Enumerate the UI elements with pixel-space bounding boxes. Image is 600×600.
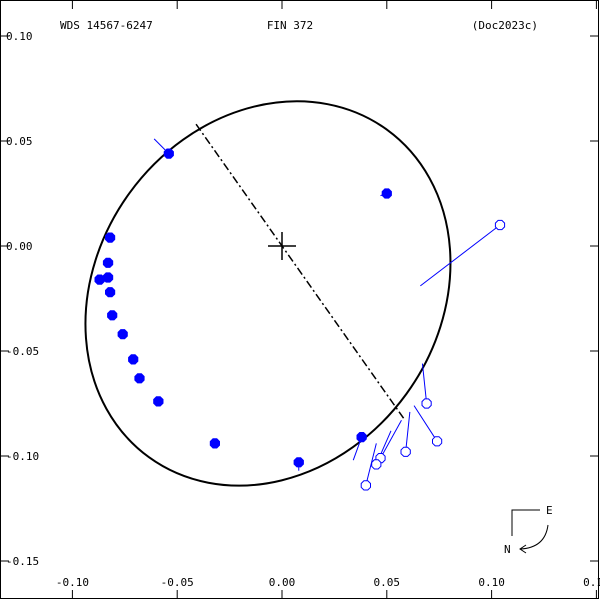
observation-filled xyxy=(128,354,139,365)
observation-filled xyxy=(102,272,114,283)
compass-arrow xyxy=(519,524,549,550)
y-tick-label: -0.15 xyxy=(6,555,39,568)
y-tick-label: 0.00 xyxy=(6,240,33,253)
residual-line xyxy=(405,411,411,452)
observation-filled xyxy=(105,287,116,298)
x-tick-label: -0.05 xyxy=(161,576,194,589)
observation-filled xyxy=(153,396,164,407)
orbit-layer xyxy=(84,100,452,487)
observation-markers xyxy=(94,148,506,491)
observation-filled xyxy=(356,432,367,443)
compass-arrowhead xyxy=(519,544,527,554)
y-tick-label: -0.10 xyxy=(6,450,39,463)
orbit-ellipse xyxy=(84,100,452,487)
observation-filled xyxy=(107,310,118,321)
x-tick-label: 0.15 xyxy=(583,576,600,589)
y-tick-label: -0.05 xyxy=(6,345,39,358)
observation-filled xyxy=(293,457,304,468)
observation-filled xyxy=(117,329,128,340)
residual-line xyxy=(413,405,438,442)
observation-filled xyxy=(94,274,105,285)
line-of-nodes xyxy=(195,123,405,419)
observation-filled xyxy=(102,257,114,268)
observation-filled xyxy=(381,188,392,199)
header-wds-id: WDS 14567-6247 xyxy=(60,19,153,32)
y-tick-label: 0.05 xyxy=(6,135,33,148)
header-reference: (Doc2023c) xyxy=(472,19,538,32)
observation-open xyxy=(494,219,506,231)
observation-open xyxy=(432,436,443,447)
observation-open xyxy=(360,480,371,491)
residual-line xyxy=(365,443,377,486)
header-discoverer: FIN 372 xyxy=(267,19,313,32)
x-tick-label: 0.05 xyxy=(374,576,401,589)
residual-line xyxy=(420,224,501,287)
compass: E N xyxy=(504,504,553,556)
x-tick-label: -0.10 xyxy=(56,576,89,589)
observation-open xyxy=(421,398,432,409)
x-tick-label: 0.00 xyxy=(269,576,296,589)
observation-filled xyxy=(105,232,116,243)
observation-filled xyxy=(134,373,145,384)
observation-filled xyxy=(163,148,174,159)
compass-east-label: E xyxy=(546,504,553,517)
compass-axes xyxy=(511,509,540,536)
y-tick-label: 0.10 xyxy=(6,30,33,43)
observation-open xyxy=(371,459,382,470)
residual-line xyxy=(380,420,402,459)
compass-north-label: N xyxy=(504,543,511,556)
observation-open xyxy=(400,446,411,457)
x-tick-label: 0.10 xyxy=(478,576,505,589)
residual-line xyxy=(421,363,428,404)
observation-filled xyxy=(209,438,220,449)
